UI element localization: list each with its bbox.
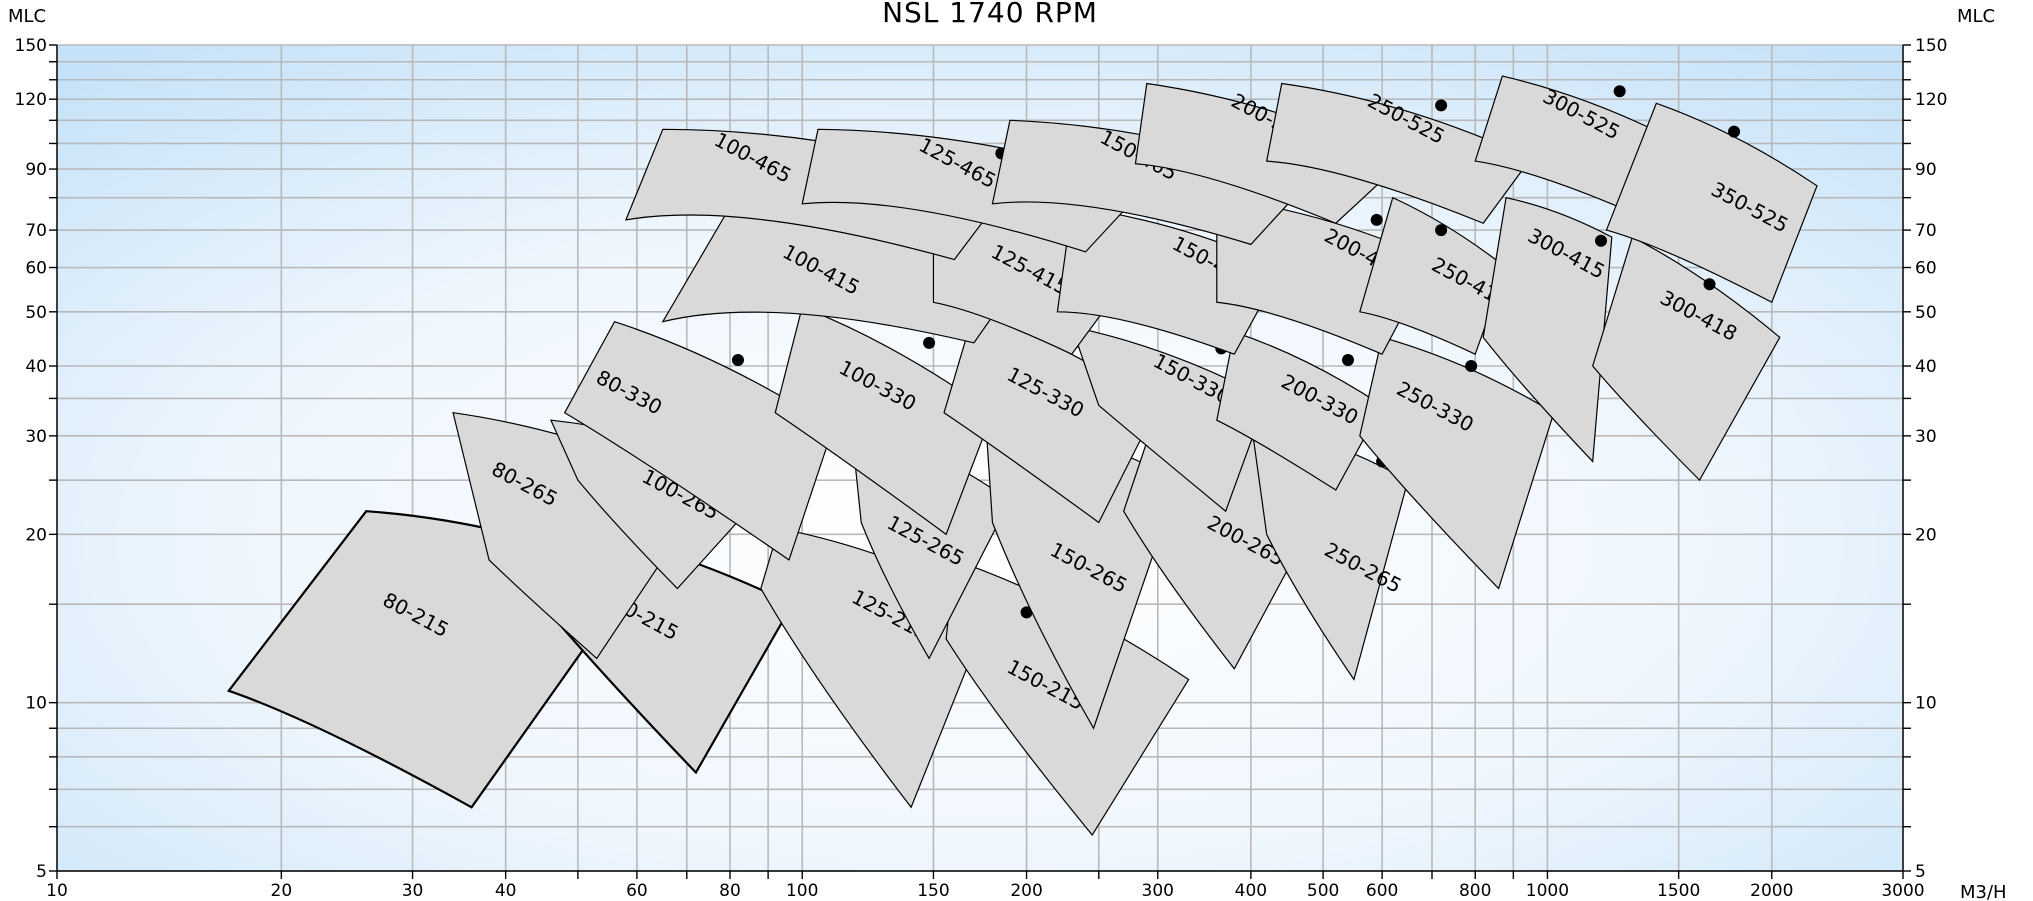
- x-tick-label: 1000: [1526, 881, 1569, 901]
- y-tick-label-left: 10: [25, 694, 47, 714]
- pump-tile-100-330: 100-330: [774, 306, 994, 536]
- x-tick-label: 100: [786, 881, 818, 901]
- y-tick-label-left: 70: [25, 221, 47, 241]
- x-tick-label: 1500: [1657, 881, 1700, 901]
- y-tick-label-left: 150: [15, 36, 47, 56]
- x-tick-label: 150: [917, 881, 949, 901]
- y-tick-label-left: 20: [25, 525, 47, 545]
- y-tick-label-left: 40: [25, 357, 47, 377]
- x-tick-label: 600: [1366, 881, 1398, 901]
- x-tick-label: 40: [495, 881, 517, 901]
- y-tick-label-right: 120: [1915, 90, 1947, 110]
- bep-point: [731, 353, 744, 366]
- bep-point: [1595, 234, 1608, 247]
- x-tick-label: 30: [402, 881, 424, 901]
- x-tick-label: 200: [1010, 881, 1042, 901]
- x-tick-label: 300: [1142, 881, 1174, 901]
- x-tick-label: 400: [1235, 881, 1267, 901]
- y-tick-label-right: 10: [1915, 694, 1937, 714]
- pump-tile-125-415: 125-415: [932, 203, 1137, 355]
- y-axis-unit-right: MLC: [1957, 6, 1995, 27]
- y-tick-label-right: 20: [1915, 525, 1937, 545]
- bep-point: [923, 336, 936, 349]
- y-tick-label-left: 5: [36, 862, 47, 882]
- y-tick-label-right: 50: [1915, 303, 1937, 323]
- bep-point: [1728, 125, 1741, 138]
- x-tick-label: 80: [719, 881, 741, 901]
- y-tick-label-right: 60: [1915, 259, 1937, 279]
- y-tick-label-left: 120: [15, 90, 47, 110]
- y-tick-label-left: 30: [25, 427, 47, 447]
- pump-tile-350-525: 350-525: [1605, 102, 1818, 304]
- x-tick-label: 3000: [1881, 881, 1924, 901]
- bep-point: [1435, 224, 1448, 237]
- pump-region: [1482, 196, 1613, 463]
- pump-region: [563, 320, 834, 561]
- axes: 10 20 30 40 60 80 100 150 200 300 400 500 600 800 1000…: [15, 36, 1948, 901]
- pump-tile-80-330: 80-330: [563, 320, 834, 561]
- y-axis-unit-left: MLC: [8, 6, 46, 27]
- x-tick-label: 800: [1459, 881, 1491, 901]
- bep-point: [1703, 278, 1716, 291]
- pump-region: [1592, 236, 1781, 482]
- x-tick-label: 10: [46, 881, 68, 901]
- x-tick-label: 60: [626, 881, 648, 901]
- pump-region: [945, 559, 1190, 836]
- x-axis-unit: M3/H: [1960, 882, 2007, 901]
- y-tick-label-right: 90: [1915, 160, 1937, 180]
- chart-title: NSL 1740 RPM: [882, 0, 1098, 29]
- y-tick-label-right: 70: [1915, 221, 1937, 241]
- bep-point: [1342, 353, 1355, 366]
- x-tick-label: 20: [271, 881, 293, 901]
- y-tick-label-right: 30: [1915, 427, 1937, 447]
- pump-region: [1605, 102, 1818, 304]
- pump-region: [1359, 336, 1555, 590]
- bep-point: [1370, 213, 1383, 226]
- x-tick-label: 500: [1307, 881, 1339, 901]
- pump-tile-250-330: 250-330: [1359, 336, 1555, 590]
- bep-point: [1020, 606, 1033, 619]
- y-tick-label-right: 150: [1915, 36, 1947, 56]
- y-tick-label-left: 50: [25, 303, 47, 323]
- y-tick-label-right: 40: [1915, 357, 1937, 377]
- bep-point: [1613, 85, 1626, 98]
- bep-point: [1465, 359, 1478, 372]
- y-tick-label-left: 60: [25, 259, 47, 279]
- pump-tile-300-415: 300-415: [1482, 196, 1613, 463]
- y-tick-label-right: 5: [1915, 862, 1926, 882]
- y-tick-label-left: 90: [25, 160, 47, 180]
- bep-point: [1435, 99, 1448, 112]
- x-tick-label: 2000: [1750, 881, 1793, 901]
